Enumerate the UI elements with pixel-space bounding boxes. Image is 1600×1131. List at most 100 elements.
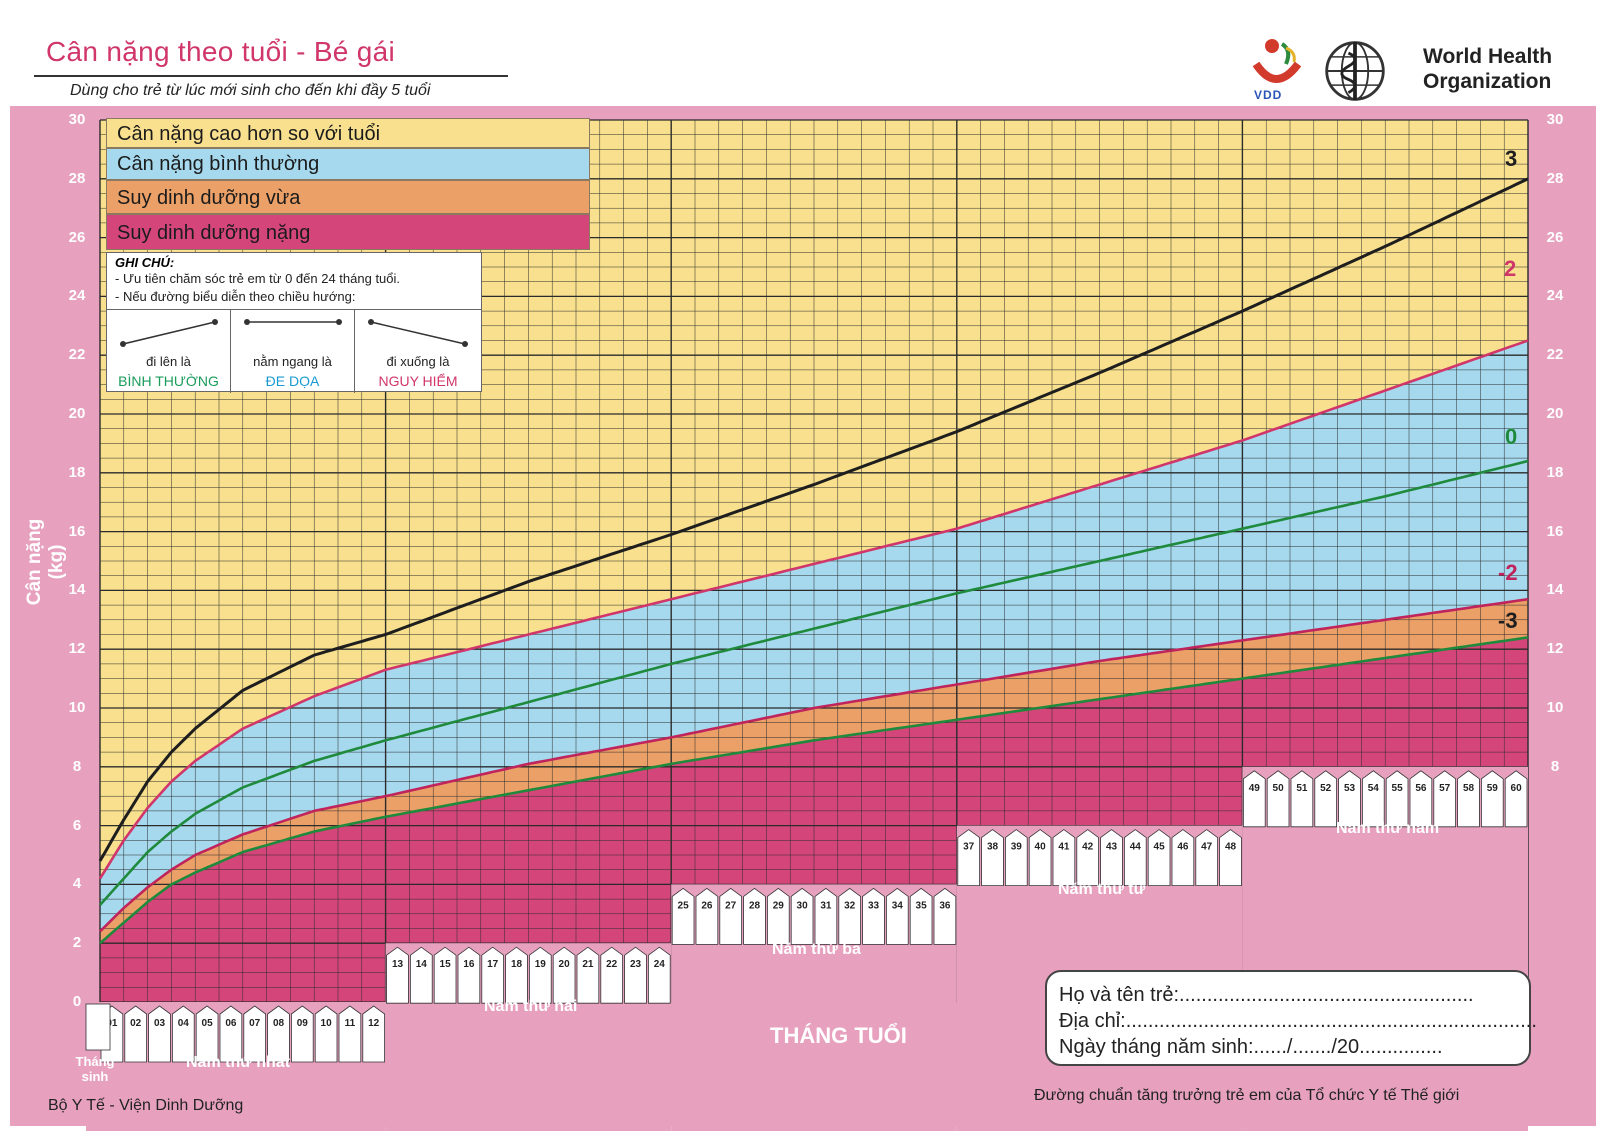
trend-rising-status: BÌNH THƯỜNG <box>118 373 219 389</box>
month-box-shape <box>814 887 838 945</box>
child-address-field[interactable]: Địa chỉ:................................… <box>1059 1010 1537 1032</box>
month-box: 16 <box>457 946 481 1004</box>
month-box: 51 <box>1290 770 1314 828</box>
y-tick-left: 6 <box>72 816 82 834</box>
title-underline <box>34 75 508 77</box>
trend-rising-label: đi lên là <box>146 354 191 369</box>
month-label: 04 <box>178 1018 190 1029</box>
month-box: 34 <box>886 887 909 945</box>
month-box: 04 <box>172 1005 195 1063</box>
month-box-shape <box>1171 829 1195 886</box>
y-tick-left: 28 <box>68 169 86 187</box>
month-label: 22 <box>606 959 618 970</box>
month-box: 20 <box>552 946 576 1004</box>
month-box: 50 <box>1266 770 1290 828</box>
month-label: 02 <box>130 1018 142 1029</box>
month-box: 12 <box>362 1005 385 1063</box>
trend-flat-status: ĐE DỌA <box>265 373 320 389</box>
month-box-shape <box>219 1005 243 1063</box>
month-box: 56 <box>1409 770 1433 828</box>
y-tick-right: 14 <box>1546 581 1564 599</box>
month-box-shape <box>338 1005 362 1063</box>
month-label: 46 <box>1177 842 1189 853</box>
month-box: 06 <box>219 1005 243 1063</box>
month-label: 11 <box>345 1018 356 1029</box>
trend-rising: đi lên là BÌNH THƯỜNG <box>107 309 231 393</box>
month-box-shape <box>267 1005 290 1063</box>
month-label: 37 <box>963 842 975 853</box>
trend-falling-status: NGUY HIỂM <box>378 373 458 389</box>
legend-moderate: Suy dinh dưỡng vừa <box>106 180 590 214</box>
month-box-shape <box>1195 829 1218 886</box>
month-box-shape <box>195 1005 219 1063</box>
year-label-2: Năm thứ hai <box>484 998 578 1015</box>
trend-falling-label: đi xuống là <box>386 354 450 369</box>
birth-month-label: Tháng sinh <box>75 1054 115 1084</box>
month-label: 36 <box>939 900 951 911</box>
month-box-shape <box>838 887 861 945</box>
year-label-1: Năm thứ nhất <box>186 1054 291 1071</box>
month-label: 18 <box>511 959 523 970</box>
curve-label-median: 0 <box>1505 424 1518 449</box>
who-name-line2: Organization <box>1423 70 1552 93</box>
growth-curves <box>98 177 1529 945</box>
month-box: 18 <box>505 946 528 1004</box>
note-box: GHI CHÚ: - Ưu tiên chăm sóc trẻ em từ 0 … <box>106 252 482 393</box>
month-label: 57 <box>1439 783 1451 794</box>
month-box: 30 <box>790 887 814 945</box>
month-box-shape <box>1481 770 1504 828</box>
child-name-field[interactable]: Họ và tên trẻ:..........................… <box>1059 984 1474 1006</box>
month-box: 02 <box>124 1005 147 1063</box>
month-label: 42 <box>1082 842 1094 853</box>
month-label: 28 <box>749 900 761 911</box>
month-label: 25 <box>678 900 690 911</box>
month-label: 59 <box>1487 783 1499 794</box>
month-box-shape <box>1385 770 1409 828</box>
y-tick-right: 20 <box>1546 405 1564 422</box>
month-box-shape <box>719 887 742 945</box>
child-dob-field[interactable]: Ngày tháng năm sinh:....../......./20...… <box>1059 1036 1443 1058</box>
note-line-priority: - Ưu tiên chăm sóc trẻ em từ 0 đến 24 th… <box>115 271 401 286</box>
curve-sd2 <box>98 339 1529 880</box>
month-label: 05 <box>202 1018 214 1029</box>
birth-box <box>85 1003 111 1051</box>
y-tick-left: 10 <box>68 699 86 716</box>
month-label: 01 <box>106 1018 118 1029</box>
month-box: 42 <box>1076 829 1099 886</box>
month-label: 21 <box>582 959 594 970</box>
month-label: 23 <box>630 959 642 970</box>
month-box-shape <box>576 946 600 1004</box>
month-box-shape <box>243 1005 266 1063</box>
month-box-shape <box>1052 829 1076 886</box>
month-box: 11 <box>338 1005 362 1063</box>
month-box-shape <box>481 946 504 1004</box>
legend-overweight: Cân nặng cao hơn so với tuổi <box>106 118 590 148</box>
y-tick-right: 26 <box>1546 228 1564 246</box>
month-box-shape <box>790 887 814 945</box>
month-box-shape <box>648 946 671 1004</box>
month-box-shape <box>529 946 552 1004</box>
y-tick-right: 8 <box>1550 757 1560 775</box>
month-label: 39 <box>1011 842 1023 853</box>
curve-median <box>99 459 1529 906</box>
month-box-shape <box>1028 829 1052 886</box>
curve-label-sd-neg3: -3 <box>1498 608 1518 633</box>
month-box: 19 <box>529 946 552 1004</box>
month-box: 14 <box>410 946 433 1004</box>
month-box: 53 <box>1338 770 1361 828</box>
month-box-shape <box>1266 770 1290 828</box>
month-label: 44 <box>1130 842 1142 853</box>
note-title: GHI CHÚ: <box>115 255 175 270</box>
legend-normal: Cân nặng bình thường <box>106 148 590 180</box>
curve-label-sd3: 3 <box>1505 146 1518 171</box>
y-tick-right: 30 <box>1546 111 1564 128</box>
curve-label-sd-neg2: -2 <box>1498 560 1518 585</box>
y-tick-right: 28 <box>1546 169 1564 187</box>
y-tick-left: 4 <box>72 875 82 893</box>
month-box-shape <box>981 829 1004 886</box>
month-label: 08 <box>273 1018 285 1029</box>
y-tick-left: 20 <box>68 405 86 422</box>
month-box-shape <box>457 946 481 1004</box>
month-box-shape <box>1362 770 1385 828</box>
